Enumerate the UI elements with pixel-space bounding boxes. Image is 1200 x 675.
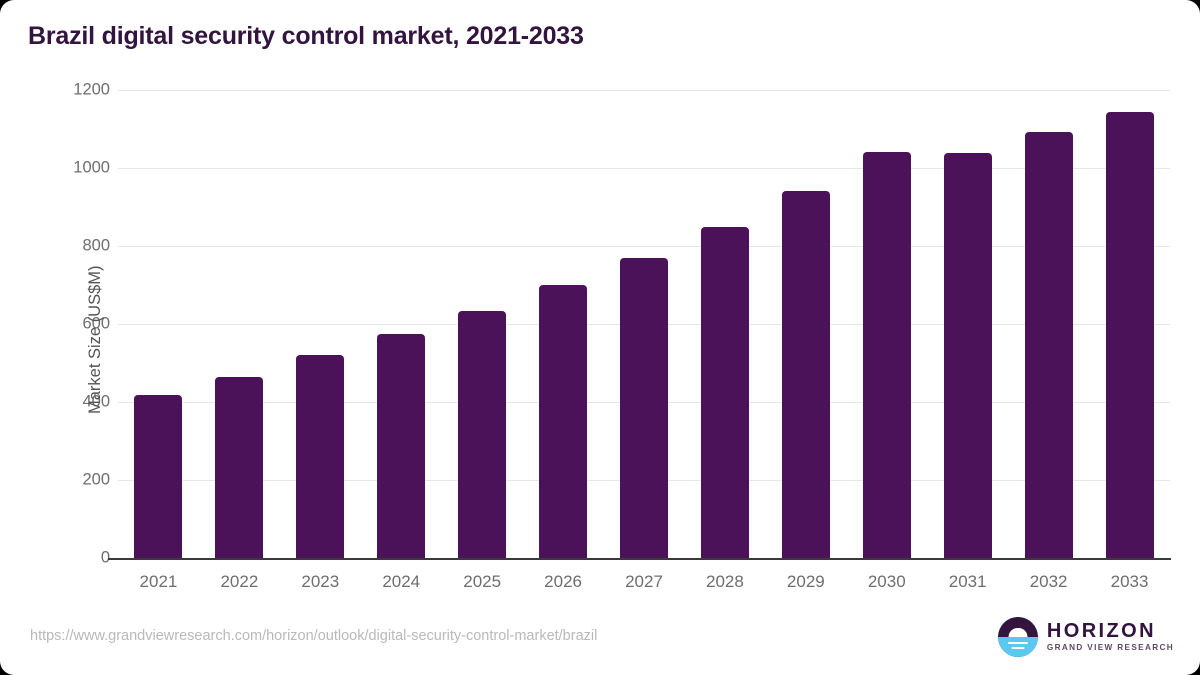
y-axis-tick-label: 200 bbox=[82, 470, 110, 489]
bar-group: 2032 bbox=[1008, 90, 1089, 591]
bar-series: 2021 2022 2023 2024 2025 2026 2027 2028 2029 2030… bbox=[118, 90, 1170, 591]
y-axis-tick-label: 0 bbox=[100, 548, 110, 567]
bar-2025[interactable] bbox=[458, 311, 507, 558]
x-axis-tick-label: 2021 bbox=[139, 572, 178, 591]
bar-2032[interactable] bbox=[1024, 132, 1073, 558]
x-axis-tick-label: 2027 bbox=[625, 572, 663, 591]
x-axis-tick-label: 2026 bbox=[544, 572, 582, 591]
horizon-logo: HORIZON GRAND VIEW RESEARCH bbox=[997, 617, 1174, 657]
page-title: Brazil digital security control market, … bbox=[28, 22, 584, 50]
x-axis-tick-label: 2029 bbox=[786, 572, 825, 591]
bar-group: 2026 bbox=[523, 90, 604, 591]
bar-2030[interactable] bbox=[862, 152, 911, 558]
x-axis-tick-label: 2028 bbox=[706, 572, 744, 591]
bar-group: 2028 bbox=[684, 90, 765, 591]
x-axis-tick-label: 2033 bbox=[1110, 572, 1149, 591]
y-axis-tick-label: 1200 bbox=[73, 80, 110, 99]
x-axis-tick-label: 2032 bbox=[1029, 572, 1068, 591]
logo-tagline: GRAND VIEW RESEARCH bbox=[1046, 643, 1174, 653]
bar-group: 2025 bbox=[442, 90, 523, 591]
bar-group: 2030 bbox=[846, 90, 927, 591]
bar-group: 2021 bbox=[118, 90, 199, 591]
y-axis-title: Market Size (US$M) bbox=[86, 265, 104, 414]
bar-group: 2023 bbox=[280, 90, 361, 591]
y-axis-tick-label: 400 bbox=[82, 392, 110, 411]
bar-2033[interactable] bbox=[1105, 112, 1154, 558]
bar-group: 2031 bbox=[927, 90, 1008, 591]
y-axis-tick-label: 800 bbox=[82, 236, 110, 255]
bar-2029[interactable] bbox=[781, 191, 830, 558]
bar-group: 2024 bbox=[361, 90, 442, 591]
bar-group: 2033 bbox=[1089, 90, 1170, 591]
bar-2026[interactable] bbox=[539, 285, 588, 558]
bar-2027[interactable] bbox=[619, 257, 668, 558]
gridline bbox=[118, 246, 1170, 247]
bar-group: 2029 bbox=[765, 90, 846, 591]
bar-2023[interactable] bbox=[296, 355, 345, 558]
gridline bbox=[118, 168, 1170, 169]
x-axis-tick-label: 2030 bbox=[867, 572, 906, 591]
x-axis-tick-label: 2023 bbox=[301, 572, 340, 591]
logo-name: HORIZON bbox=[1046, 620, 1156, 643]
x-axis-tick-label: 2024 bbox=[382, 572, 421, 591]
bar-2031[interactable] bbox=[943, 153, 992, 558]
bar-2028[interactable] bbox=[700, 226, 749, 558]
bar-group: 2027 bbox=[604, 90, 685, 591]
x-axis-tick-label: 2025 bbox=[463, 572, 502, 591]
y-axis-tick-label: 600 bbox=[82, 314, 110, 333]
bar-2024[interactable] bbox=[377, 333, 426, 558]
horizon-logo-icon bbox=[997, 617, 1038, 657]
bar-2021[interactable] bbox=[134, 394, 183, 558]
x-axis-tick-label: 2031 bbox=[948, 572, 987, 591]
x-axis-tick-label: 2022 bbox=[220, 572, 259, 591]
bar-group: 2022 bbox=[199, 90, 280, 591]
y-axis-tick-label: 1000 bbox=[73, 158, 110, 177]
source-url: https://www.grandviewresearch.com/horizo… bbox=[30, 628, 598, 644]
x-axis-line bbox=[108, 558, 1171, 560]
bar-2022[interactable] bbox=[215, 376, 264, 558]
gridline bbox=[118, 90, 1170, 91]
